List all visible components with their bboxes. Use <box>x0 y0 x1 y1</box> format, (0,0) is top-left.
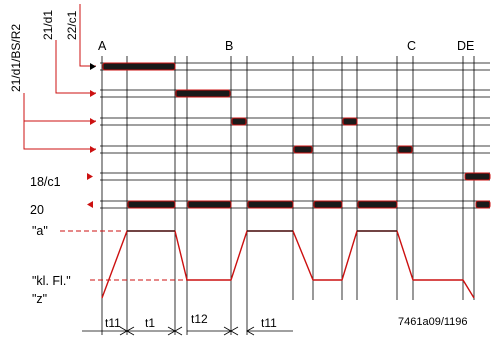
row20-arrow-icon <box>87 201 93 208</box>
row20-bar <box>475 200 491 209</box>
row-lines <box>100 62 490 209</box>
position-a: "a" <box>32 224 48 238</box>
row1-arrow-icon <box>90 63 96 70</box>
row20-bar <box>127 200 176 209</box>
reference-code: 7461a09/1196 <box>398 316 468 328</box>
row18-bar <box>464 172 491 181</box>
position-curve <box>101 230 475 299</box>
point-b: B <box>225 39 233 53</box>
position-kl-fl: "kl. Fl." <box>32 274 71 288</box>
time-t11: t11 <box>105 316 121 330</box>
row3-bar <box>231 117 247 126</box>
position-z: "z" <box>32 292 47 306</box>
point-c: C <box>407 39 416 53</box>
dashed-lines <box>60 230 187 281</box>
row4-arrow-icon <box>90 146 96 153</box>
time-t1: t1 <box>145 316 155 330</box>
time-t11: t11 <box>261 316 277 330</box>
row20-bar <box>247 200 294 209</box>
row18-arrow-icon <box>87 173 93 180</box>
point-labels: A B C DE <box>98 39 474 53</box>
row2-arrow-icon <box>90 90 96 97</box>
row4-bar <box>293 145 313 154</box>
row20-bar <box>313 200 343 209</box>
vertical-lines <box>101 56 475 300</box>
row20-bar <box>357 200 398 209</box>
bracket-lines <box>23 4 96 150</box>
time-intervals <box>82 300 293 336</box>
label-20: 20 <box>30 203 44 217</box>
label-22-c1: 22/c1 <box>65 10 79 40</box>
label-21-d1: 21/d1 <box>41 10 55 40</box>
row1-bar <box>102 62 176 71</box>
time-t12: t12 <box>191 312 208 326</box>
row2-bar <box>175 89 231 98</box>
input-labels: 21/d1/BS/R2 21/d1 22/c1 <box>9 10 79 92</box>
row4-bar <box>397 145 413 154</box>
label-18-c1: 18/c1 <box>30 175 61 189</box>
point-a: A <box>98 39 107 53</box>
row3-bar <box>342 117 358 126</box>
signal-bars <box>102 62 491 209</box>
point-de: DE <box>457 39 474 53</box>
label-21-d1-bs-r2: 21/d1/BS/R2 <box>9 24 23 92</box>
row20-bar <box>187 200 232 209</box>
row3-arrow-icon <box>90 118 96 125</box>
row-arrows <box>87 63 96 208</box>
time-labels: t11 t1 t12 t11 <box>105 312 277 330</box>
